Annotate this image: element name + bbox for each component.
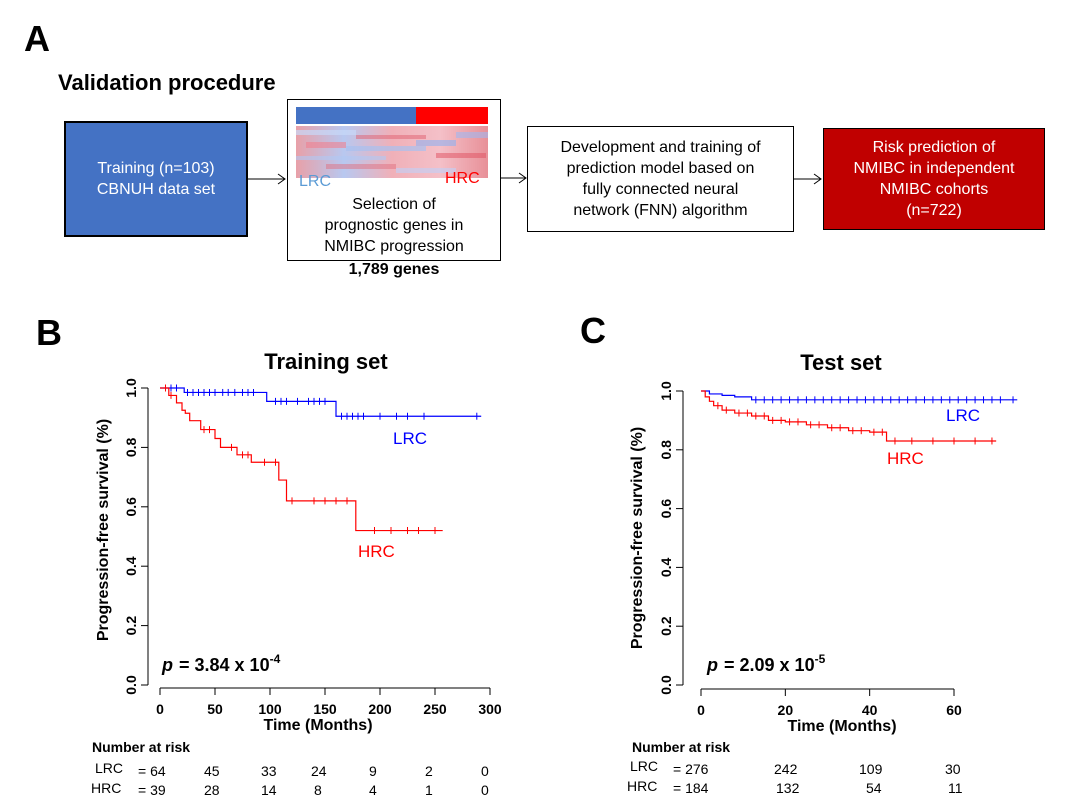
risk-value-b-lrc-250: 2	[425, 763, 433, 779]
p-value: p = 3.84 x 10-4	[161, 652, 281, 675]
p-value: p = 2.09 x 10-5	[706, 652, 826, 675]
hrc-survival-curve	[701, 390, 997, 442]
selection-text: Selection of prognostic genes in NMIBC p…	[324, 196, 464, 255]
x-tick-label: 250	[423, 701, 447, 717]
y-tick-label: 0.8	[123, 437, 139, 457]
x-tick-label: 100	[258, 701, 282, 717]
risk-box: Risk prediction of NMIBC in independent …	[823, 128, 1045, 230]
risk-table-heading-c: Number at risk	[632, 739, 731, 755]
arrow-training-to-selection	[248, 173, 286, 185]
risk-row-label-c-lrc: LRC	[630, 758, 659, 774]
risk-row-label-b-lrc: LRC	[95, 760, 124, 776]
heatmap-hrc-label: HRC	[445, 170, 480, 187]
risk-value-b-hrc-100: 14	[261, 782, 277, 798]
y-tick-label: 0.4	[658, 557, 674, 577]
hrc-survival-curve	[160, 387, 443, 532]
risk-value-b-lrc-100: 33	[261, 763, 277, 779]
training-set-km-chart: Training set Progression-free survival (…	[95, 349, 502, 734]
arrow-selection-to-model	[501, 172, 527, 184]
risk-value-b-hrc-50: 28	[204, 782, 220, 798]
risk-value-b-lrc-50: 45	[204, 763, 220, 779]
p-value-mantissa: = 3.84 x 10	[179, 655, 270, 675]
x-tick-label: 200	[368, 701, 392, 717]
p-value-mantissa: = 2.09 x 10	[724, 655, 815, 675]
y-tick-label: 0.2	[658, 616, 674, 636]
y-tick-label: 1.0	[123, 378, 139, 398]
x-axis-label: Time (Months)	[263, 717, 372, 734]
risk-table-heading-b: Number at risk	[92, 739, 191, 755]
panel-letter-a: A	[24, 18, 50, 59]
y-tick-label: 0.8	[658, 440, 674, 460]
y-tick-label: 0.2	[123, 616, 139, 636]
chart-title: Training set	[264, 349, 388, 374]
y-tick-label: 0.0	[658, 675, 674, 695]
x-tick-label: 0	[156, 701, 164, 717]
lrc-group-bar	[296, 107, 416, 124]
training-box: Training (n=103) CBNUH data set	[64, 121, 248, 237]
risk-value-c-hrc-60: 11	[948, 780, 963, 796]
y-tick-label: 0.6	[123, 497, 139, 517]
gene-expression-heatmap	[296, 126, 488, 178]
p-symbol: p	[161, 655, 173, 675]
y-tick-label: 0.4	[123, 556, 139, 576]
x-tick-label: 150	[313, 701, 337, 717]
risk-value-c-lrc-40: 109	[859, 761, 883, 777]
model-box: Development and training of prediction m…	[527, 126, 794, 232]
risk-row-prefix-b-hrc: = 39	[138, 782, 166, 798]
risk-value-c-lrc-60: 30	[945, 761, 961, 777]
panel-letter-b: B	[36, 312, 62, 353]
lrc-survival-curve	[160, 387, 482, 417]
lrc-series-label: LRC	[393, 429, 427, 448]
x-tick-label: 40	[862, 702, 878, 718]
x-tick-label: 50	[207, 701, 223, 717]
selection-box: LRC HRC Selection of prognostic genes in…	[287, 99, 501, 261]
x-tick-label: 20	[778, 702, 794, 718]
risk-row-prefix-c-lrc: = 276	[673, 761, 709, 777]
p-value-exponent: -4	[270, 652, 281, 666]
y-tick-label: 0.0	[123, 675, 139, 695]
lrc-series-label: LRC	[946, 406, 980, 425]
heatmap-lrc-label: LRC	[299, 173, 332, 190]
lrc-survival-curve	[701, 390, 1018, 401]
risk-value-b-hrc-150: 8	[314, 782, 322, 798]
risk-row-label-c-hrc: HRC	[627, 778, 658, 794]
risk-value-c-lrc-20: 242	[774, 761, 798, 777]
test-set-km-chart: Test set Progression-free survival (%) T…	[629, 350, 1018, 735]
risk-value-b-lrc-300: 0	[481, 763, 489, 779]
y-tick-label: 0.6	[658, 499, 674, 519]
y-axis-label: Progression-free survival (%)	[629, 427, 646, 649]
arrow-model-to-risk	[794, 173, 822, 185]
risk-value-b-lrc-150: 24	[311, 763, 327, 779]
risk-row-prefix-b-lrc: = 64	[138, 763, 166, 779]
risk-value-c-hrc-40: 54	[866, 780, 882, 796]
risk-value-c-hrc-20: 132	[776, 780, 800, 796]
x-axis-label: Time (Months)	[787, 718, 896, 735]
x-tick-label: 0	[697, 702, 705, 718]
y-axis-label: Progression-free survival (%)	[95, 419, 112, 641]
x-tick-label: 300	[478, 701, 502, 717]
y-tick-label: 1.0	[658, 381, 674, 401]
risk-value-b-lrc-200: 9	[369, 763, 377, 779]
chart-title: Test set	[800, 350, 882, 375]
p-symbol: p	[706, 655, 718, 675]
panel-letter-c: C	[580, 310, 606, 351]
risk-value-b-hrc-200: 4	[369, 782, 377, 798]
procedure-heading: Validation procedure	[58, 70, 276, 95]
x-tick-label: 60	[946, 702, 962, 718]
gene-count: 1,789 genes	[348, 261, 440, 278]
risk-value-b-hrc-250: 1	[425, 782, 433, 798]
hrc-series-label: HRC	[887, 449, 924, 468]
hrc-group-bar	[416, 107, 488, 124]
risk-row-label-b-hrc: HRC	[91, 780, 122, 796]
risk-row-prefix-c-hrc: = 184	[673, 780, 709, 796]
p-value-exponent: -5	[815, 652, 826, 666]
hrc-series-label: HRC	[358, 542, 395, 561]
risk-value-b-hrc-300: 0	[481, 782, 489, 798]
